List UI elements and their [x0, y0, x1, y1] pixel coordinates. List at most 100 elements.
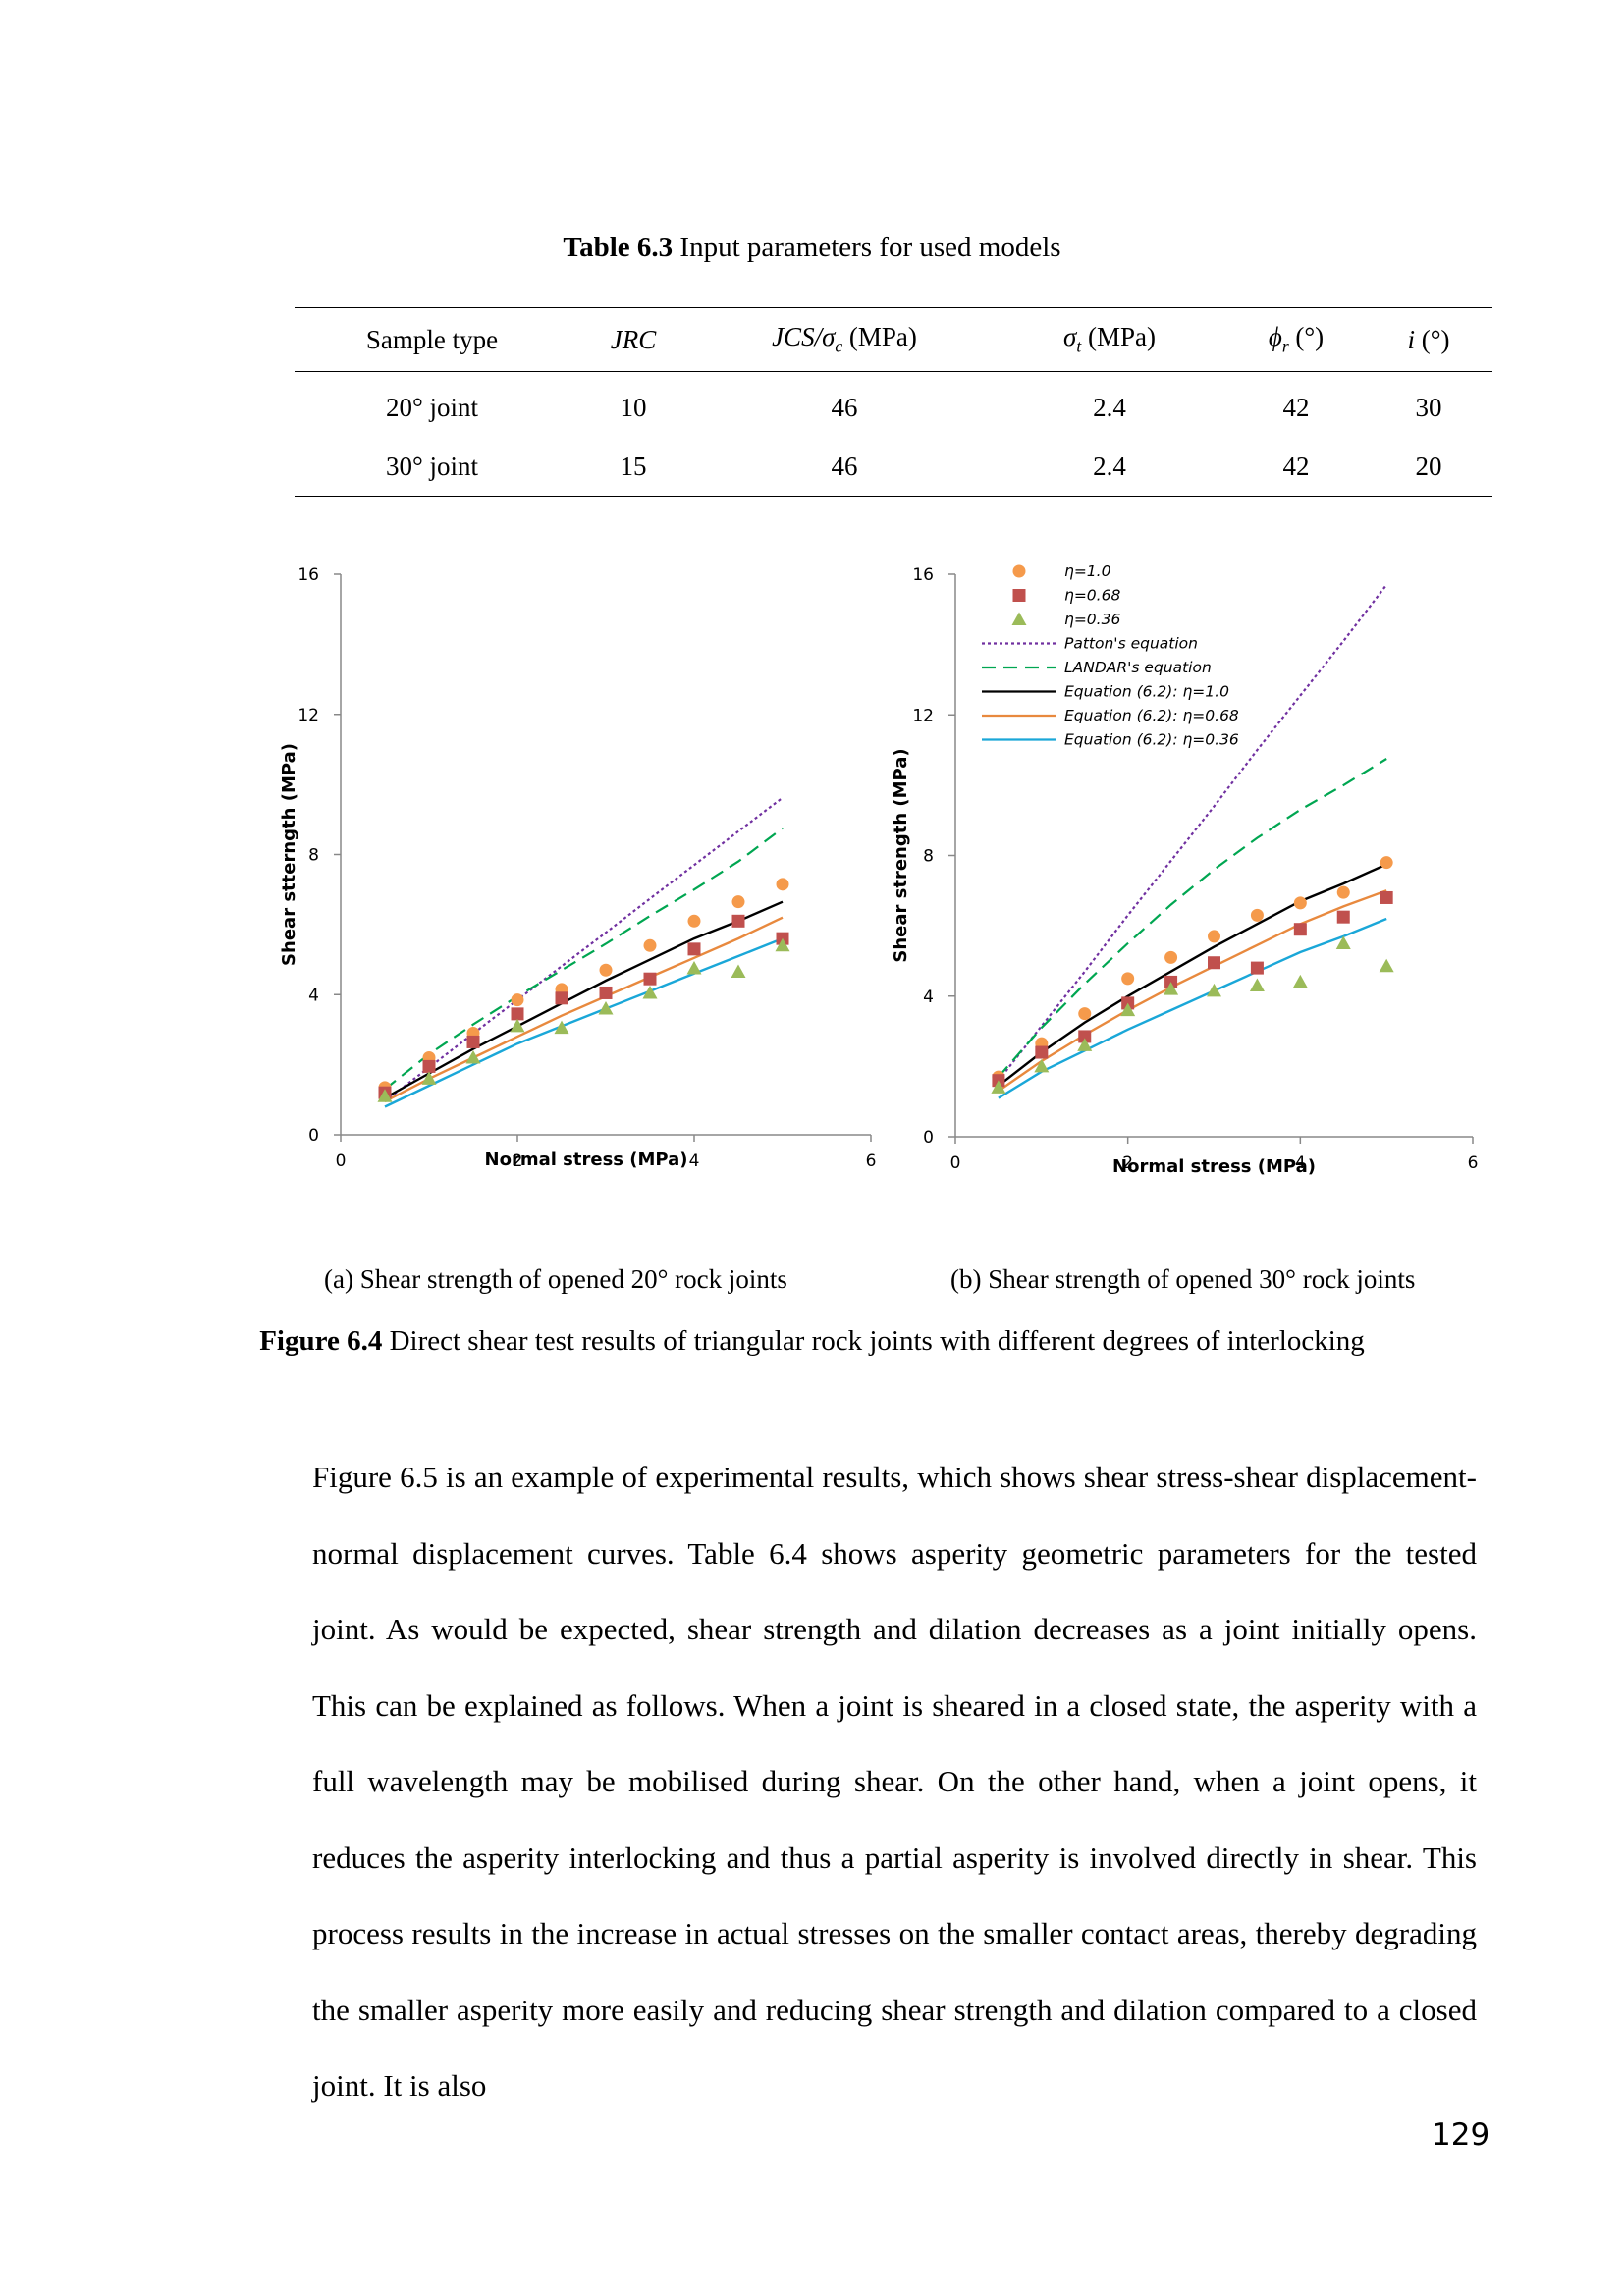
subcaption-a: (a) Shear strength of opened 20° rock jo… — [324, 1264, 787, 1294]
data-point-0-36 — [1335, 935, 1351, 950]
table-cell: 15 — [569, 437, 697, 497]
legend-label: Patton's equation — [1064, 635, 1198, 653]
data-point-1-0 — [1208, 930, 1220, 943]
data-point-0-68 — [466, 1035, 480, 1048]
table-cell: 42 — [1227, 437, 1365, 497]
x-axis-label: Normal stress (MPa) — [485, 1149, 688, 1170]
table-cell: 2.4 — [992, 437, 1227, 497]
data-point-0-36 — [1120, 1002, 1136, 1017]
x-tick-label: 0 — [336, 1151, 347, 1171]
series-line-equation-6-2-0-68 — [998, 889, 1387, 1093]
header-sigma-t: σt (MPa) — [992, 307, 1227, 372]
header-sigma-unit: (MPa) — [1081, 322, 1156, 352]
data-point-0-68 — [599, 986, 613, 999]
header-sample-type: Sample type — [295, 307, 569, 372]
x-tick-label: 0 — [950, 1153, 961, 1173]
x-axis-label: Normal stress (MPa) — [1112, 1156, 1316, 1177]
table-caption-label: Table 6.3 — [563, 232, 674, 263]
legend-label: Equation (6.2): η=1.0 — [1064, 683, 1229, 701]
figure-caption-text: Direct shear test results of triangular … — [382, 1325, 1365, 1357]
y-tick-label: 0 — [308, 1126, 319, 1146]
data-point-1-0 — [1293, 896, 1307, 910]
legend-label: Equation (6.2): η=0.68 — [1064, 707, 1239, 724]
y-tick-label: 12 — [298, 706, 319, 725]
data-point-0-68 — [422, 1059, 436, 1073]
chart-b: 0 4 8 12 16 0 2 4 6 Normal stress (MPa) Shear stre… — [891, 562, 1479, 1177]
data-point-1-0 — [687, 914, 701, 928]
y-tick-label: 4 — [923, 988, 934, 1007]
data-point-0-68 — [511, 1007, 524, 1021]
series-line-equation-6-2-0-68 — [384, 916, 784, 1103]
data-point-0-68 — [1208, 956, 1220, 970]
data-point-0-68 — [1035, 1045, 1049, 1059]
legend-marker-1-0 — [1012, 564, 1026, 578]
data-point-0-36 — [1164, 982, 1179, 995]
data-point-0-68 — [731, 914, 745, 928]
header-sigma-sub: t — [1076, 336, 1082, 356]
data-point-0-36 — [1379, 958, 1394, 973]
header-jcs-unit: (MPa) — [842, 322, 917, 352]
data-point-0-36 — [686, 960, 702, 975]
series-line-equation-6-2-1-0 — [384, 900, 784, 1099]
table-cell: 20° joint — [385, 392, 479, 422]
table-cell: 46 — [697, 437, 992, 497]
header-jcs-symbol: JCS/σ — [772, 322, 836, 352]
parameter-table: Sample type JRC JCS/σc (MPa) σt (MPa) ϕr… — [295, 307, 1492, 497]
data-point-0-36 — [1249, 978, 1265, 992]
x-tick-label: 6 — [1468, 1153, 1479, 1173]
data-point-0-68 — [1336, 910, 1350, 924]
data-point-0-36 — [1034, 1058, 1050, 1073]
data-point-0-36 — [554, 1020, 569, 1035]
data-point-1-0 — [1380, 856, 1393, 870]
x-tick-label: 4 — [1295, 1153, 1306, 1173]
data-point-0-36 — [598, 1001, 614, 1015]
header-jrc: JRC — [569, 307, 697, 372]
data-point-0-36 — [642, 985, 658, 999]
legend-label: η=1.0 — [1064, 562, 1111, 580]
data-point-0-36 — [1077, 1038, 1093, 1051]
header-i: i (°) — [1365, 307, 1492, 372]
data-point-1-0 — [776, 878, 789, 891]
header-phi-unit: (°) — [1288, 322, 1325, 352]
y-tick-label: 12 — [912, 706, 934, 725]
table-cell: 30 — [1415, 392, 1442, 422]
data-point-1-0 — [643, 938, 657, 952]
y-tick-label: 16 — [298, 565, 319, 585]
header-phi-sub: r — [1281, 336, 1289, 356]
data-point-1-0 — [731, 895, 745, 909]
legend-marker-0-36 — [1011, 612, 1027, 625]
y-tick-label: 0 — [923, 1128, 934, 1148]
y-tick-label: 16 — [912, 565, 934, 585]
data-point-0-36 — [377, 1089, 393, 1102]
x-tick-label: 2 — [513, 1151, 523, 1171]
x-tick-label: 6 — [866, 1151, 877, 1171]
data-point-0-36 — [991, 1080, 1006, 1094]
table-cell: 10 — [620, 392, 647, 422]
y-tick-label: 8 — [923, 847, 934, 867]
y-tick-label: 8 — [308, 846, 319, 866]
header-phi-symbol: ϕ — [1268, 322, 1282, 352]
table-caption-text: Input parameters for used models — [673, 232, 1061, 263]
figure-caption: Figure 6.4 Direct shear test results of … — [0, 1325, 1624, 1358]
data-point-0-68 — [1250, 961, 1264, 975]
header-jcs: JCS/σc (MPa) — [697, 307, 992, 372]
body-paragraph: Figure 6.5 is an example of experimental… — [312, 1460, 1477, 2103]
series-line-landar-s-equation — [998, 758, 1387, 1078]
data-point-0-36 — [775, 937, 790, 952]
series-line-equation-6-2-0-36 — [384, 936, 784, 1108]
table-row: 30° joint 15 46 2.4 42 20 — [295, 437, 1492, 497]
legend-marker-0-68 — [1012, 589, 1026, 602]
y-tick-label: 4 — [308, 986, 319, 1005]
page-number: 129 — [1432, 2117, 1490, 2153]
series-line-patton-s-equation — [384, 796, 784, 1102]
legend-label: Equation (6.2): η=0.36 — [1064, 731, 1239, 749]
header-sigma-symbol: σ — [1063, 322, 1077, 352]
legend-label: η=0.36 — [1064, 611, 1120, 628]
data-point-0-36 — [510, 1018, 525, 1033]
data-point-0-68 — [555, 991, 568, 1005]
subcaption-b: (b) Shear strength of opened 30° rock jo… — [950, 1264, 1416, 1294]
data-point-1-0 — [1121, 972, 1135, 986]
header-i-unit: (°) — [1414, 324, 1450, 354]
series-line-equation-6-2-0-36 — [998, 917, 1387, 1099]
data-point-0-36 — [465, 1049, 481, 1064]
